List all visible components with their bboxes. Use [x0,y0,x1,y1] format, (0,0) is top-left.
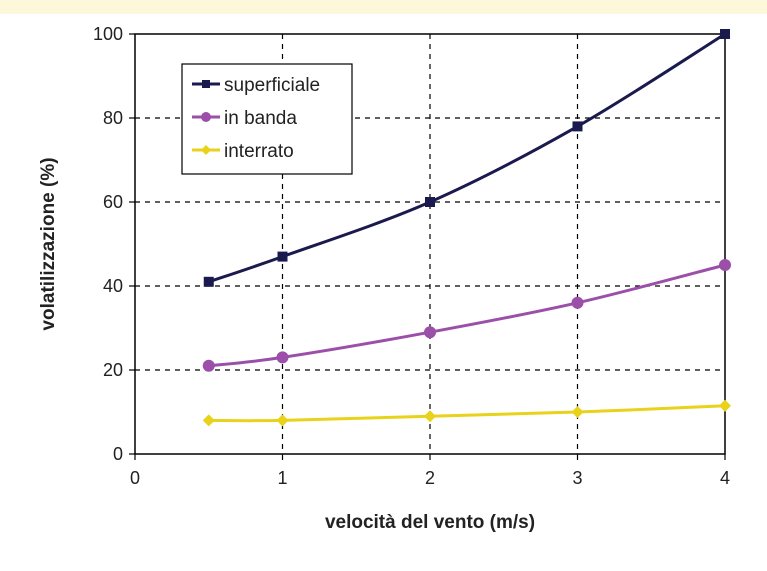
data-point [720,29,730,39]
data-point [425,197,435,207]
legend-label: interrato [224,141,294,162]
data-point [571,406,584,418]
data-point [424,326,436,339]
x-tick-label: 4 [720,468,730,488]
data-point [202,80,210,88]
data-point [203,276,214,287]
data-point [202,359,215,372]
series-line [208,404,726,423]
series-interrato [202,399,731,427]
data-point [719,259,731,271]
x-tick-label: 2 [425,468,435,488]
x-tick-label: 3 [572,468,582,488]
series-in-banda [202,259,731,372]
series-superficiale [203,29,730,287]
series-line [208,32,726,284]
x-tick-label: 0 [130,468,140,488]
y-tick-label: 20 [103,360,123,380]
data-point [201,145,211,155]
legend-box [181,63,353,175]
data-point [202,414,215,427]
data-point [572,121,583,132]
y-axis-ticks: 0 20 40 60 80 100 [93,24,135,464]
legend-item: superficiale [192,75,320,96]
y-tick-label: 80 [103,108,123,128]
x-axis-ticks: 0 1 2 3 4 [130,454,730,488]
y-tick-label: 40 [103,276,123,296]
data-point [276,351,289,364]
legend: superficiale in banda interrato [181,63,353,175]
legend-label: superficiale [224,75,320,96]
y-tick-label: 0 [113,444,123,464]
series-group [202,29,731,427]
y-tick-label: 60 [103,192,123,212]
legend-label: in banda [224,108,297,129]
data-point [276,414,289,427]
legend-item: in banda [192,108,297,129]
y-axis-label: volatilizzazione (%) [38,157,59,330]
y-tick-label: 100 [93,24,123,44]
data-point [719,399,731,412]
data-point [424,410,436,423]
top-band [0,0,767,14]
data-point [277,251,288,262]
series-line [208,263,726,368]
legend-item: interrato [192,141,294,162]
data-point [571,296,584,309]
x-tick-label: 1 [277,468,287,488]
x-axis-label: velocità del vento (m/s) [325,512,535,533]
data-point [201,112,211,122]
